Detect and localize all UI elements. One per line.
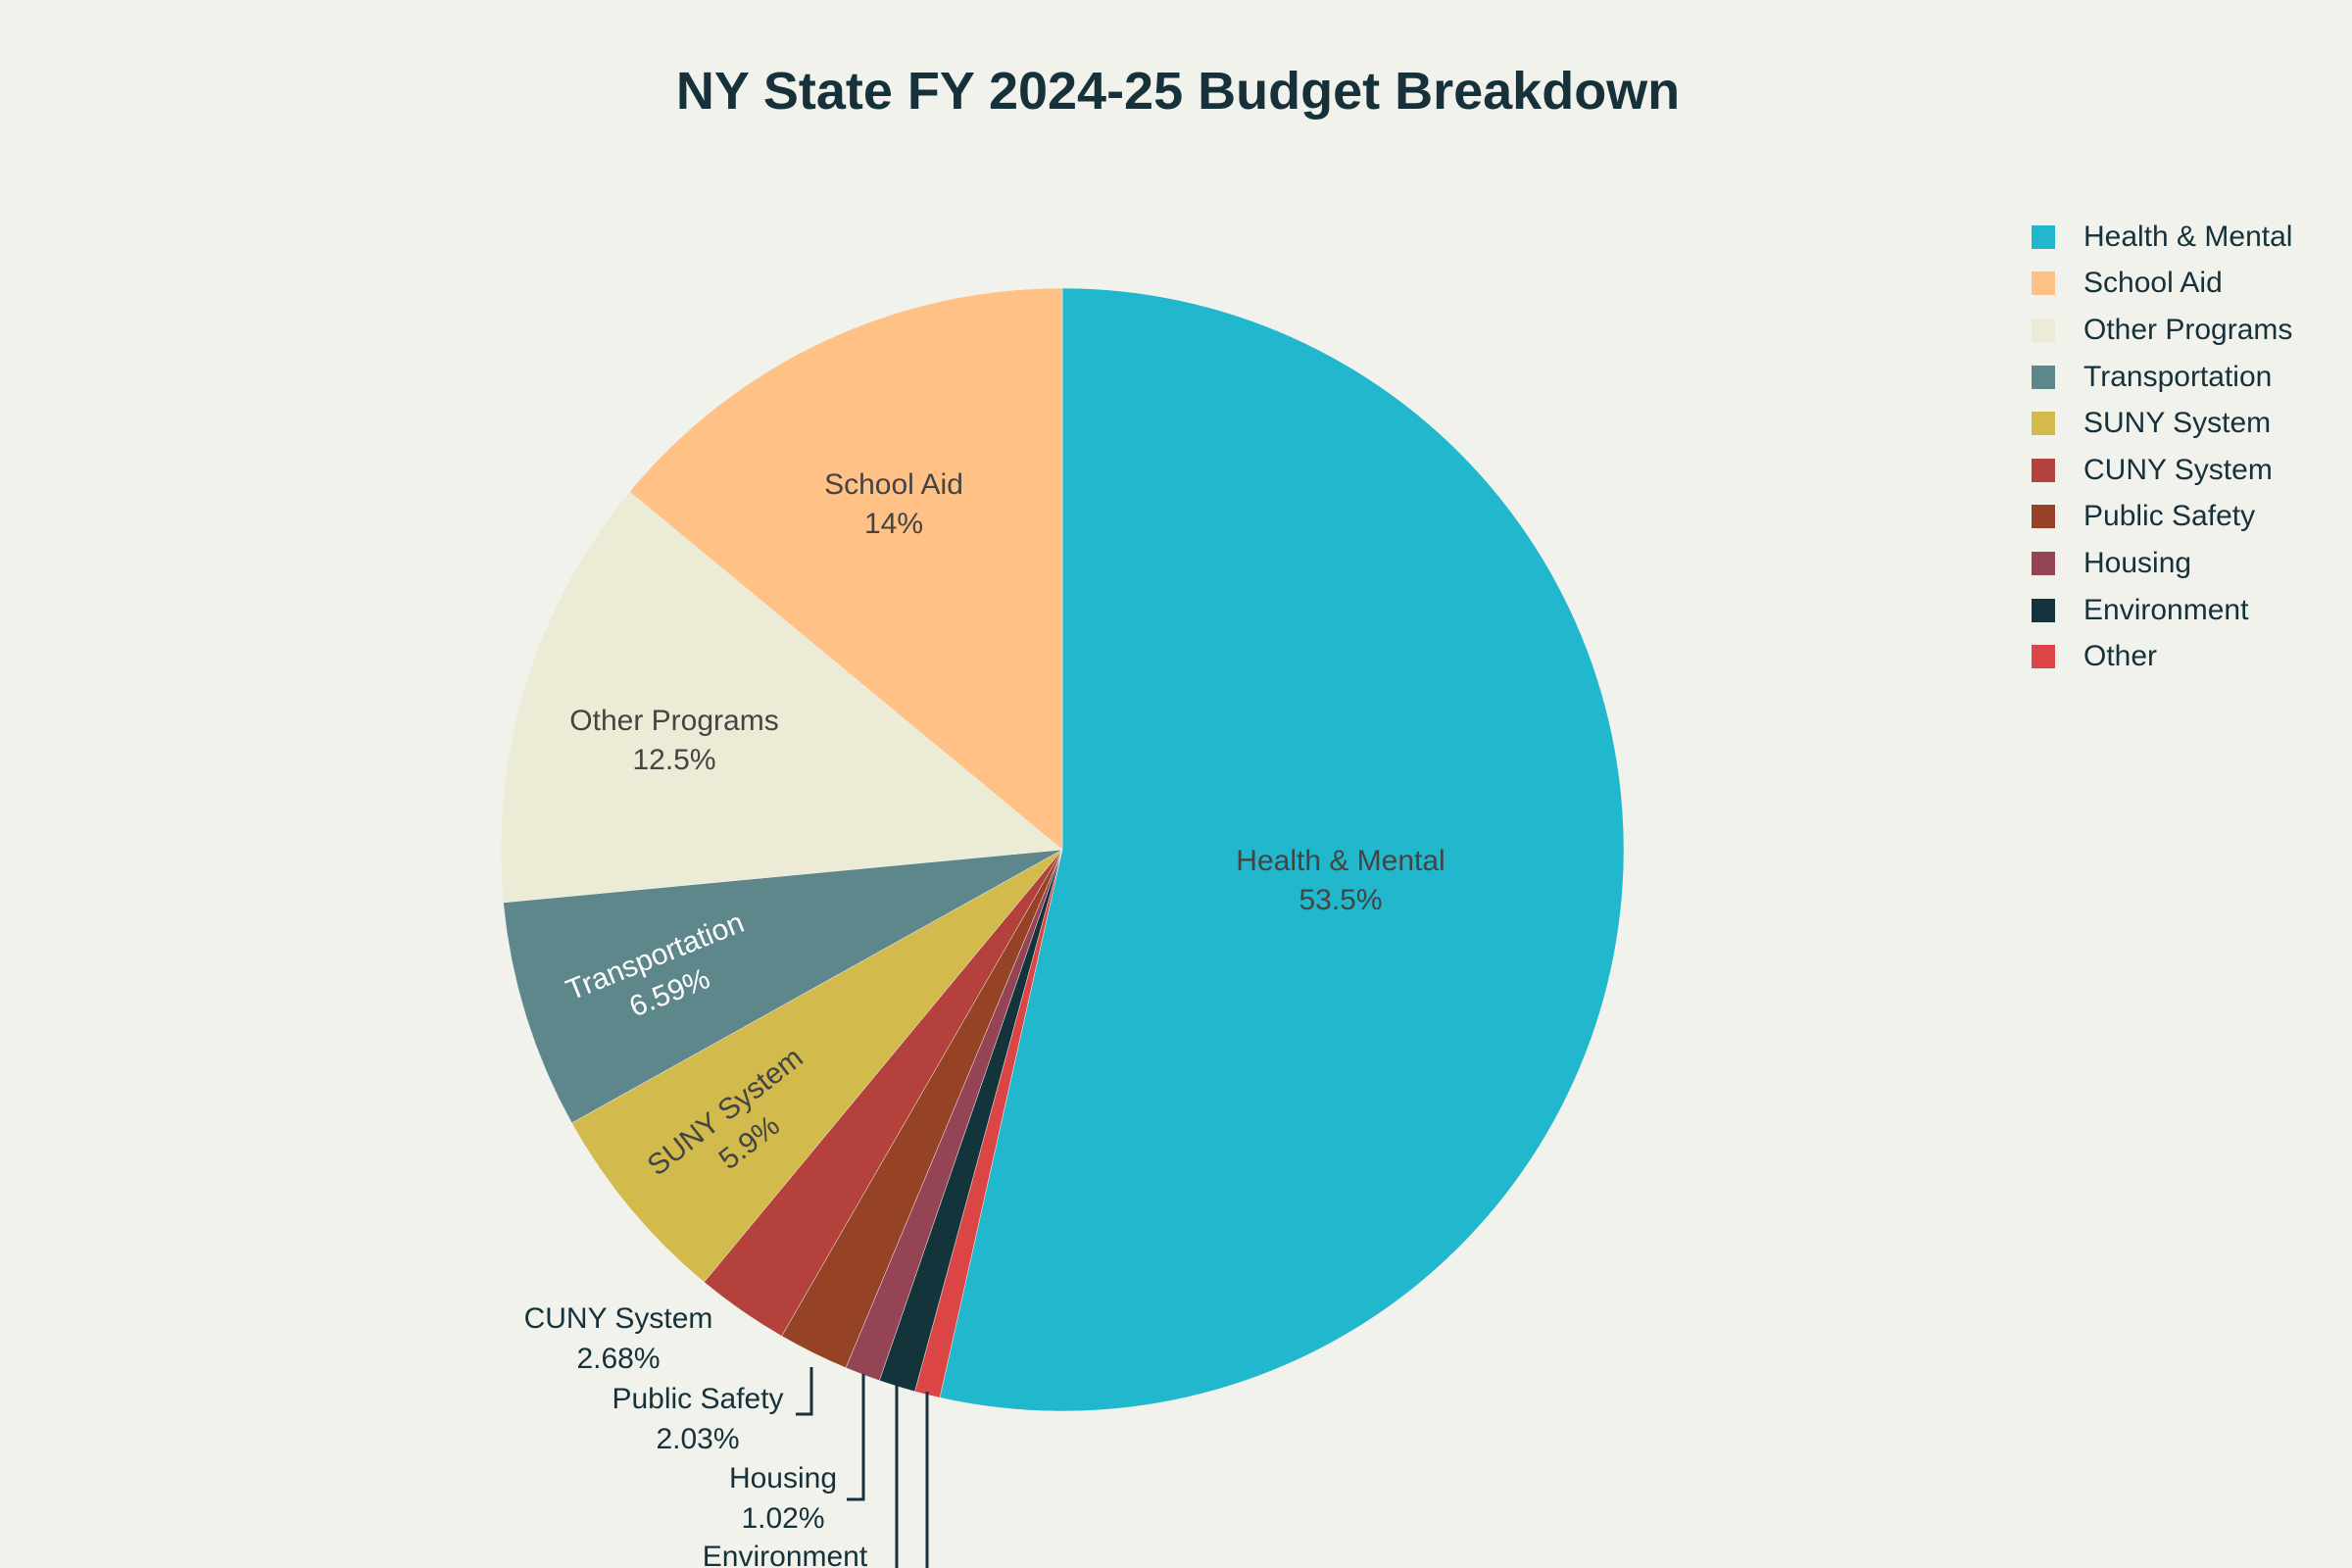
pie-slice-school-aid[interactable] (629, 287, 1063, 851)
pie-slice-transportation[interactable] (503, 849, 1063, 1124)
slice-label-name: Health & Mental (1236, 845, 1445, 877)
legend-label: Transportation (2083, 360, 2273, 393)
pie-slice-other-programs[interactable] (500, 491, 1063, 904)
legend-swatch (2032, 318, 2055, 342)
legend-item-other[interactable]: Other (2032, 633, 2292, 680)
slice-percent-housing: 1.02% (741, 1502, 824, 1535)
slice-label-public-safety: Public Safety (612, 1383, 783, 1415)
legend-swatch (2032, 645, 2055, 669)
legend-swatch (2032, 458, 2055, 482)
legend: Health & Mental School Aid Other Programs T… (2032, 214, 2292, 680)
pie-slice-suny-system[interactable] (571, 849, 1063, 1283)
slice-label-health-mental: Health & Mental 53.5% (1236, 845, 1445, 916)
slice-percent-public-safety: 2.03% (656, 1423, 739, 1455)
slice-label-other-programs: Other Programs 12.5% (569, 705, 778, 776)
legend-label: Other Programs (2083, 313, 2293, 346)
slice-label-school-aid: School Aid 14% (824, 468, 963, 540)
legend-swatch (2032, 598, 2055, 622)
legend-swatch (2032, 271, 2055, 296)
legend-swatch (2032, 224, 2055, 249)
legend-label: School Aid (2083, 267, 2223, 300)
legend-swatch (2032, 412, 2055, 436)
legend-label: Health & Mental (2083, 220, 2293, 253)
legend-swatch (2032, 365, 2055, 389)
slice-label-percent: 14% (864, 508, 923, 540)
legend-item-school-aid[interactable]: School Aid (2032, 261, 2292, 308)
slice-label-name: School Aid (824, 468, 963, 501)
leader-line-public-safety (796, 1367, 813, 1416)
legend-label: Environment (2083, 593, 2249, 626)
legend-item-public-safety[interactable]: Public Safety (2032, 494, 2292, 541)
legend-label: Public Safety (2083, 500, 2256, 533)
slice-label-name: Other Programs (569, 705, 778, 737)
legend-label: Other (2083, 640, 2158, 673)
leader-line-housing (847, 1374, 865, 1501)
legend-item-housing[interactable]: Housing (2032, 540, 2292, 587)
chart-title: NY State FY 2024-25 Budget Breakdown (675, 62, 1681, 121)
legend-label: CUNY System (2083, 453, 2273, 486)
slice-label-environment: Environment (703, 1541, 868, 1568)
legend-label: Housing (2083, 546, 2192, 579)
legend-item-health-mental[interactable]: Health & Mental (2032, 214, 2292, 261)
legend-label: SUNY System (2083, 407, 2272, 440)
legend-swatch (2032, 505, 2055, 529)
legend-swatch (2032, 551, 2055, 575)
legend-item-transportation[interactable]: Transportation (2032, 354, 2292, 401)
legend-item-cuny-system[interactable]: CUNY System (2032, 447, 2292, 494)
slice-label-percent: 12.5% (632, 744, 715, 776)
legend-item-suny-system[interactable]: SUNY System (2032, 400, 2292, 447)
pie-slice-health-mental[interactable] (939, 287, 1625, 1412)
slice-percent-cuny-system: 2.68% (576, 1343, 660, 1375)
slice-label-housing: Housing (729, 1462, 837, 1494)
slice-label-percent: 53.5% (1298, 884, 1382, 916)
legend-item-other-programs[interactable]: Other Programs (2032, 307, 2292, 354)
slice-label-cuny-system: CUNY System (524, 1302, 713, 1335)
legend-item-environment[interactable]: Environment (2032, 587, 2292, 634)
